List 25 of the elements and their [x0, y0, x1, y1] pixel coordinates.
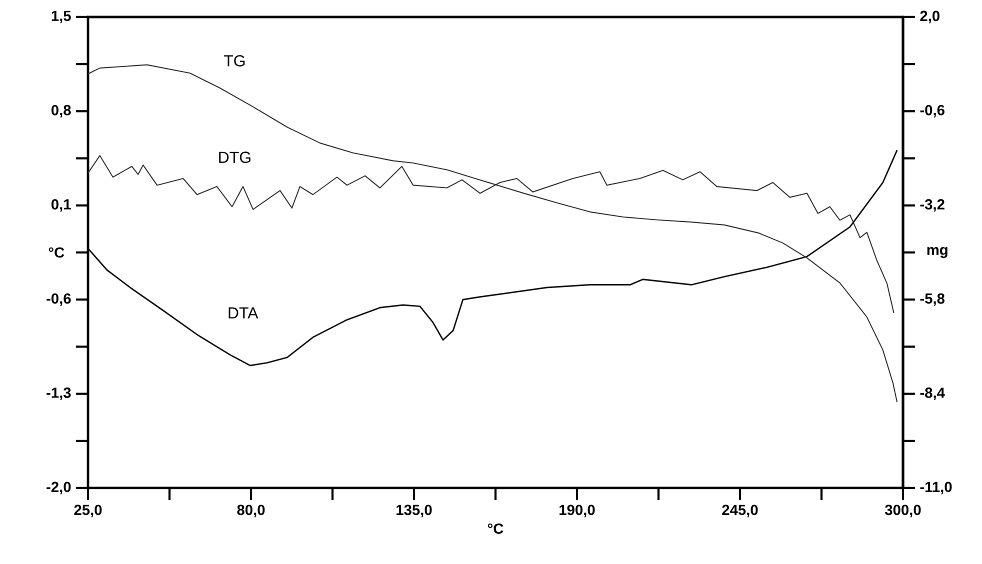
y2-tick-label: -8,4 — [920, 388, 945, 400]
y-tick-label: -1,3 — [46, 388, 71, 400]
x-tick-label: 80,0 — [237, 504, 265, 518]
y2-tick-label: 2,0 — [920, 10, 940, 24]
y-tick-label: -0,6 — [46, 293, 71, 306]
series-label: DTG — [219, 152, 250, 163]
y-tick-label: 1,5 — [52, 10, 71, 24]
x-tick-label: 245,0 — [722, 504, 758, 518]
x-tick-label: 25,0 — [74, 504, 102, 518]
x-axis-title: °C — [488, 523, 504, 534]
y2-tick-label: -0,6 — [920, 104, 944, 118]
series-label: DTA — [228, 307, 258, 318]
y2-tick-label: -3,2 — [920, 199, 944, 212]
series-label: TG — [224, 55, 245, 66]
x-tick-label: 135,0 — [396, 504, 432, 518]
y-axis-title: °C — [48, 247, 64, 258]
x-tick-label: 300,0 — [884, 504, 921, 518]
y2-tick-label: -11,0 — [920, 482, 952, 494]
y-tick-label: 0,1 — [52, 199, 71, 212]
y2-tick-label: -5,8 — [920, 293, 945, 306]
y-tick-label: -2,0 — [46, 482, 71, 494]
x-tick-label: 190,0 — [560, 504, 595, 518]
y-tick-label: 0,8 — [52, 104, 71, 118]
y2-axis-title: mg — [927, 246, 948, 258]
line-series — [87, 149, 898, 366]
